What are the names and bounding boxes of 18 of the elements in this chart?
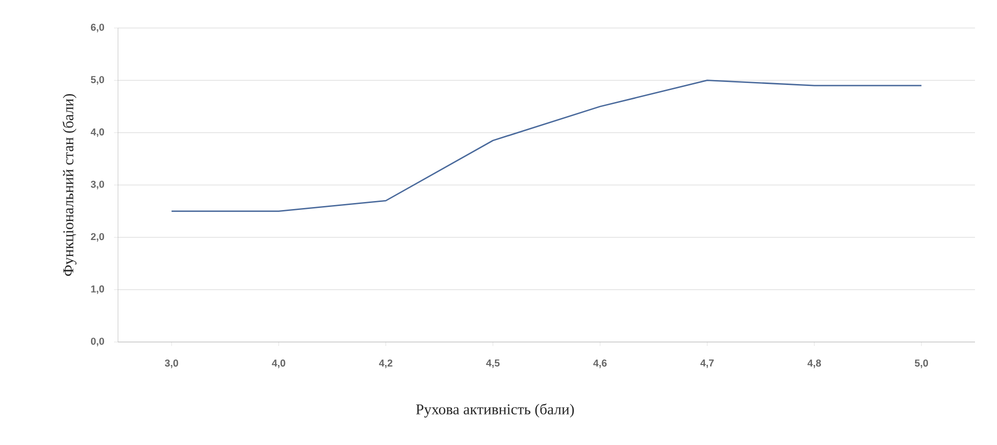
y-axis-title: Функціональний стан (бали) [62,94,76,276]
x-tick-label: 4,0 [272,360,286,368]
x-axis-title: Рухова активність (бали) [416,404,574,418]
y-tick-label: 1,0 [91,285,104,294]
y-tick-label: 0,0 [90,338,104,346]
x-tick-label: 4,5 [486,360,500,368]
x-tick-label: 5,0 [914,360,928,368]
y-tick-label: 5,0 [90,76,104,85]
line-series [170,80,922,212]
x-tick-label: 3,0 [164,360,178,368]
x-tick-label: 4,7 [700,360,714,368]
y-tick-label: 3,0 [90,180,104,190]
x-tick-label: 4,8 [808,360,821,368]
y-tick-label: 4,0 [90,128,104,137]
y-tick-label: 2,0 [90,233,104,242]
x-tick-label: 4,6 [593,360,607,368]
x-tick-label: 4,2 [379,360,392,368]
y-tick-label: 6,0 [90,24,104,32]
